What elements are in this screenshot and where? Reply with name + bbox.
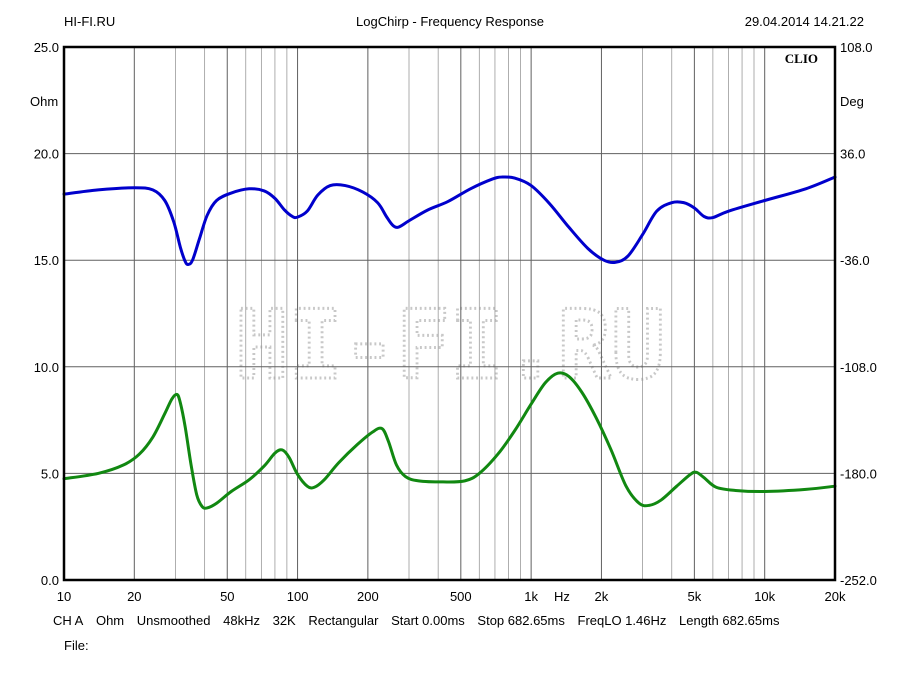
status-channel: CH A <box>53 613 84 628</box>
status-rate: 48kHz <box>223 613 260 628</box>
header-timestamp: 29.04.2014 14.21.22 <box>744 14 864 29</box>
left-tick-labels: 0.0 5.0 10.0 15.0 20.0 25.0 <box>34 40 59 588</box>
right-axis-unit: Deg <box>840 94 864 109</box>
left-tick-label: 10.0 <box>34 360 59 375</box>
left-tick-label: 25.0 <box>34 40 59 55</box>
series-group <box>62 175 837 510</box>
clio-brand-label: CLIO <box>785 51 818 66</box>
right-tick-label: -252.0 <box>840 573 877 588</box>
left-tick-label: 5.0 <box>41 466 59 481</box>
left-tick-label: 0.0 <box>41 573 59 588</box>
file-label: File: <box>64 638 89 653</box>
status-start: Start 0.00ms <box>391 613 465 628</box>
header-site-label: HI-FI.RU <box>64 14 116 29</box>
status-line: CH A Ohm Unsmoothed 48kHz 32K Rectangula… <box>53 613 788 628</box>
right-tick-label: 36.0 <box>840 147 865 162</box>
right-tick-labels: -252.0 -180.0 -108.0 -36.0 36.0 108.0 <box>840 40 877 588</box>
right-tick-label: 108.0 <box>840 40 873 55</box>
status-freqlo: FreqLO 1.46Hz <box>577 613 667 628</box>
status-size: 32K <box>272 613 296 628</box>
plot-frame <box>62 45 837 582</box>
right-tick-label: -180.0 <box>840 466 877 481</box>
left-tick-label: 15.0 <box>34 253 59 268</box>
status-window: Rectangular <box>308 613 379 628</box>
x-tick-label: 500 <box>450 589 472 604</box>
x-tick-label: 10 <box>57 589 71 604</box>
x-tick-label: 100 <box>287 589 309 604</box>
right-tick-label: -36.0 <box>840 253 870 268</box>
x-axis-unit: Hz <box>554 589 570 604</box>
x-tick-label: 50 <box>220 589 234 604</box>
x-tick-label: 2k <box>595 589 609 604</box>
status-smoothing: Unsmoothed <box>136 613 211 628</box>
status-length: Length 682.65ms <box>679 613 780 628</box>
right-tick-label: -108.0 <box>840 360 877 375</box>
x-tick-label: 200 <box>357 589 379 604</box>
x-tick-label: 20 <box>127 589 141 604</box>
x-tick-label: 5k <box>688 589 702 604</box>
status-stop: Stop 682.65ms <box>477 613 565 628</box>
x-tick-labels: 10 20 50 100 200 500 1k 2k 5k 10k 20k <box>57 589 846 604</box>
header-title: LogChirp - Frequency Response <box>356 14 544 29</box>
impedance-curve <box>62 175 837 266</box>
x-tick-label: 20k <box>825 589 846 604</box>
watermark: HI-FI.RU <box>235 291 665 401</box>
x-tick-label: 1k <box>524 589 538 604</box>
x-tick-label: 10k <box>754 589 775 604</box>
phase-curve <box>62 371 837 510</box>
left-axis-unit: Ohm <box>30 94 58 109</box>
left-tick-label: 20.0 <box>34 147 59 162</box>
status-unit: Ohm <box>95 613 125 628</box>
